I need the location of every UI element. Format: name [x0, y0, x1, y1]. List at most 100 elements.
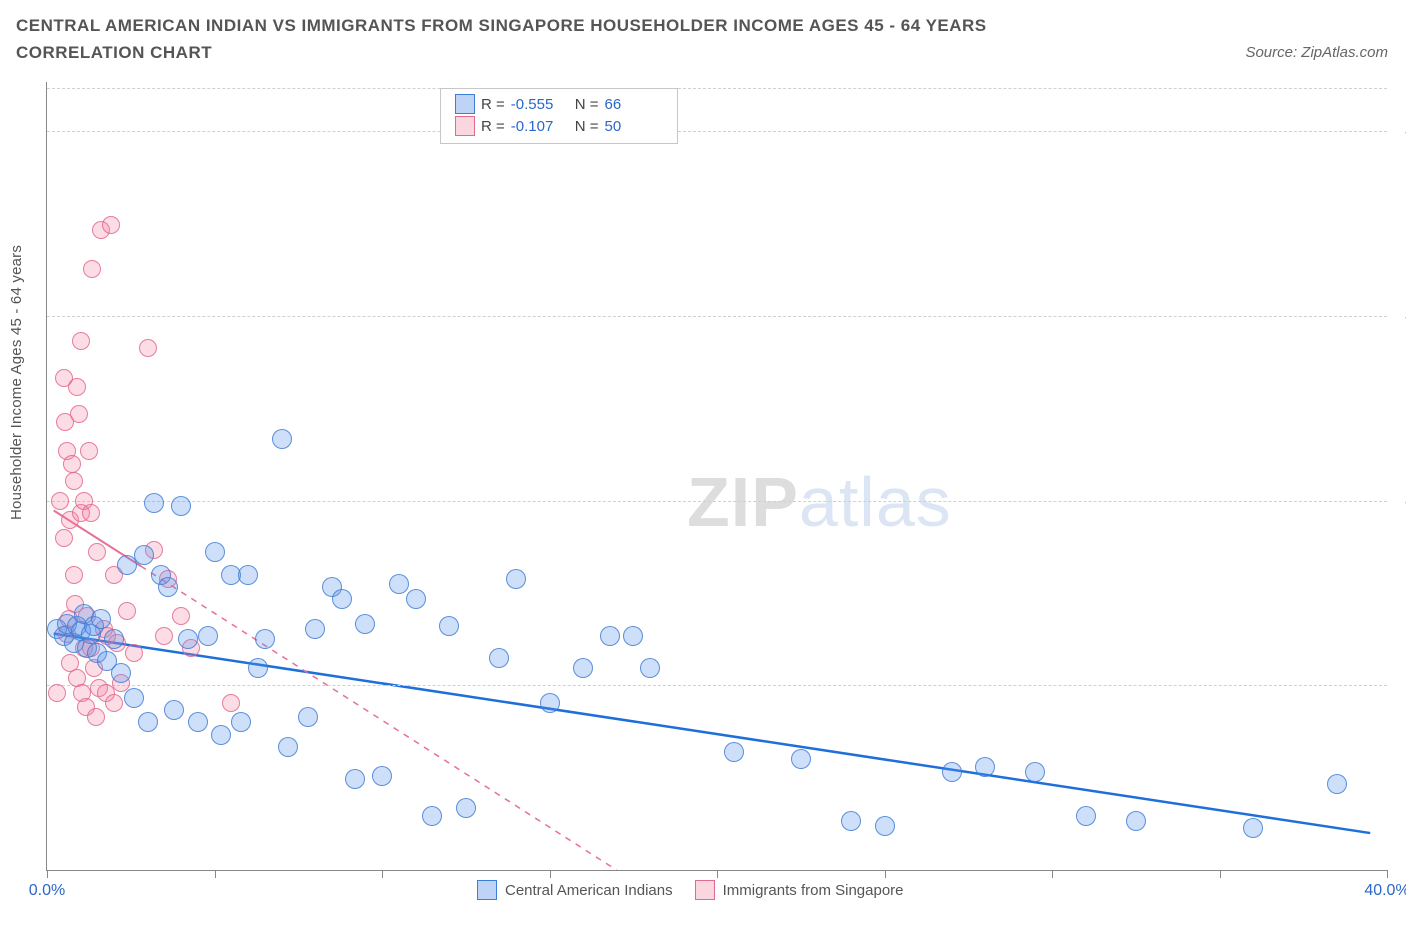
- data-point: [70, 405, 88, 423]
- gridline: [47, 685, 1387, 686]
- y-tick-label: $75,000: [1392, 676, 1406, 694]
- data-point: [332, 589, 352, 609]
- plot-area: ZIPatlas Central American Indians Immigr…: [46, 82, 1387, 871]
- data-point: [111, 663, 131, 683]
- data-point: [272, 429, 292, 449]
- data-point: [68, 378, 86, 396]
- data-point: [1025, 762, 1045, 782]
- data-point: [178, 629, 198, 649]
- data-point: [439, 616, 459, 636]
- r-value: -0.555: [511, 96, 569, 113]
- data-point: [63, 455, 81, 473]
- x-tick: [1387, 870, 1388, 878]
- data-point: [124, 688, 144, 708]
- watermark-part1: ZIP: [687, 463, 799, 541]
- x-tick: [47, 870, 48, 878]
- legend-swatch-pink-icon: [455, 116, 475, 136]
- y-tick-label: $150,000: [1392, 492, 1406, 510]
- x-tick-label: 40.0%: [1364, 882, 1406, 900]
- data-point: [238, 565, 258, 585]
- data-point: [87, 708, 105, 726]
- watermark-part2: atlas: [799, 463, 952, 541]
- data-point: [975, 757, 995, 777]
- x-tick: [1052, 870, 1053, 878]
- data-point: [118, 602, 136, 620]
- data-point: [91, 609, 111, 629]
- data-point: [540, 693, 560, 713]
- data-point: [248, 658, 268, 678]
- y-axis-label: Householder Income Ages 45 - 64 years: [8, 245, 25, 520]
- legend-label: Central American Indians: [505, 882, 673, 899]
- r-label: R =: [481, 96, 505, 113]
- data-point: [83, 260, 101, 278]
- x-tick: [1220, 870, 1221, 878]
- data-point: [172, 607, 190, 625]
- data-point: [125, 644, 143, 662]
- data-point: [171, 496, 191, 516]
- data-point: [1076, 806, 1096, 826]
- legend-bottom-item-1: Immigrants from Singapore: [695, 880, 904, 900]
- legend-swatch-blue-icon: [477, 880, 497, 900]
- data-point: [255, 629, 275, 649]
- x-tick: [885, 870, 886, 878]
- trend-line: [141, 566, 617, 870]
- data-point: [231, 712, 251, 732]
- legend-swatch-pink-icon: [695, 880, 715, 900]
- legend-top-row-1: R = -0.107 N = 50: [455, 115, 663, 137]
- data-point: [623, 626, 643, 646]
- data-point: [1243, 818, 1263, 838]
- source-label: Source: ZipAtlas.com: [1245, 44, 1388, 61]
- x-tick: [717, 870, 718, 878]
- x-tick-label: 0.0%: [29, 882, 65, 900]
- legend-top-row-0: R = -0.555 N = 66: [455, 93, 663, 115]
- data-point: [155, 627, 173, 645]
- data-point: [389, 574, 409, 594]
- data-point: [72, 332, 90, 350]
- data-point: [222, 694, 240, 712]
- data-point: [355, 614, 375, 634]
- legend-swatch-blue-icon: [455, 94, 475, 114]
- data-point: [942, 762, 962, 782]
- data-point: [573, 658, 593, 678]
- data-point: [600, 626, 620, 646]
- data-point: [51, 492, 69, 510]
- legend-label: Immigrants from Singapore: [723, 882, 904, 899]
- data-point: [791, 749, 811, 769]
- x-tick: [382, 870, 383, 878]
- data-point: [139, 339, 157, 357]
- data-point: [164, 700, 184, 720]
- chart-title: CENTRAL AMERICAN INDIAN VS IMMIGRANTS FR…: [16, 12, 1116, 66]
- n-value: 66: [605, 96, 663, 113]
- x-tick: [215, 870, 216, 878]
- data-point: [158, 577, 178, 597]
- data-point: [406, 589, 426, 609]
- n-label: N =: [575, 96, 599, 113]
- data-point: [640, 658, 660, 678]
- data-point: [65, 472, 83, 490]
- data-point: [80, 442, 98, 460]
- data-point: [104, 629, 124, 649]
- n-label: N =: [575, 118, 599, 135]
- data-point: [278, 737, 298, 757]
- legend-bottom: Central American Indians Immigrants from…: [477, 880, 904, 900]
- r-label: R =: [481, 118, 505, 135]
- data-point: [55, 529, 73, 547]
- data-point: [198, 626, 218, 646]
- gridline: [47, 131, 1387, 132]
- data-point: [841, 811, 861, 831]
- data-point: [88, 543, 106, 561]
- gridline: [47, 316, 1387, 317]
- data-point: [205, 542, 225, 562]
- data-point: [105, 694, 123, 712]
- data-point: [82, 504, 100, 522]
- r-value: -0.107: [511, 118, 569, 135]
- data-point: [211, 725, 231, 745]
- y-tick-label: $300,000: [1392, 122, 1406, 140]
- data-point: [1327, 774, 1347, 794]
- data-point: [506, 569, 526, 589]
- data-point: [724, 742, 744, 762]
- n-value: 50: [605, 118, 663, 135]
- legend-top: R = -0.555 N = 66 R = -0.107 N = 50: [440, 88, 678, 144]
- gridline: [47, 501, 1387, 502]
- y-tick-label: $225,000: [1392, 307, 1406, 325]
